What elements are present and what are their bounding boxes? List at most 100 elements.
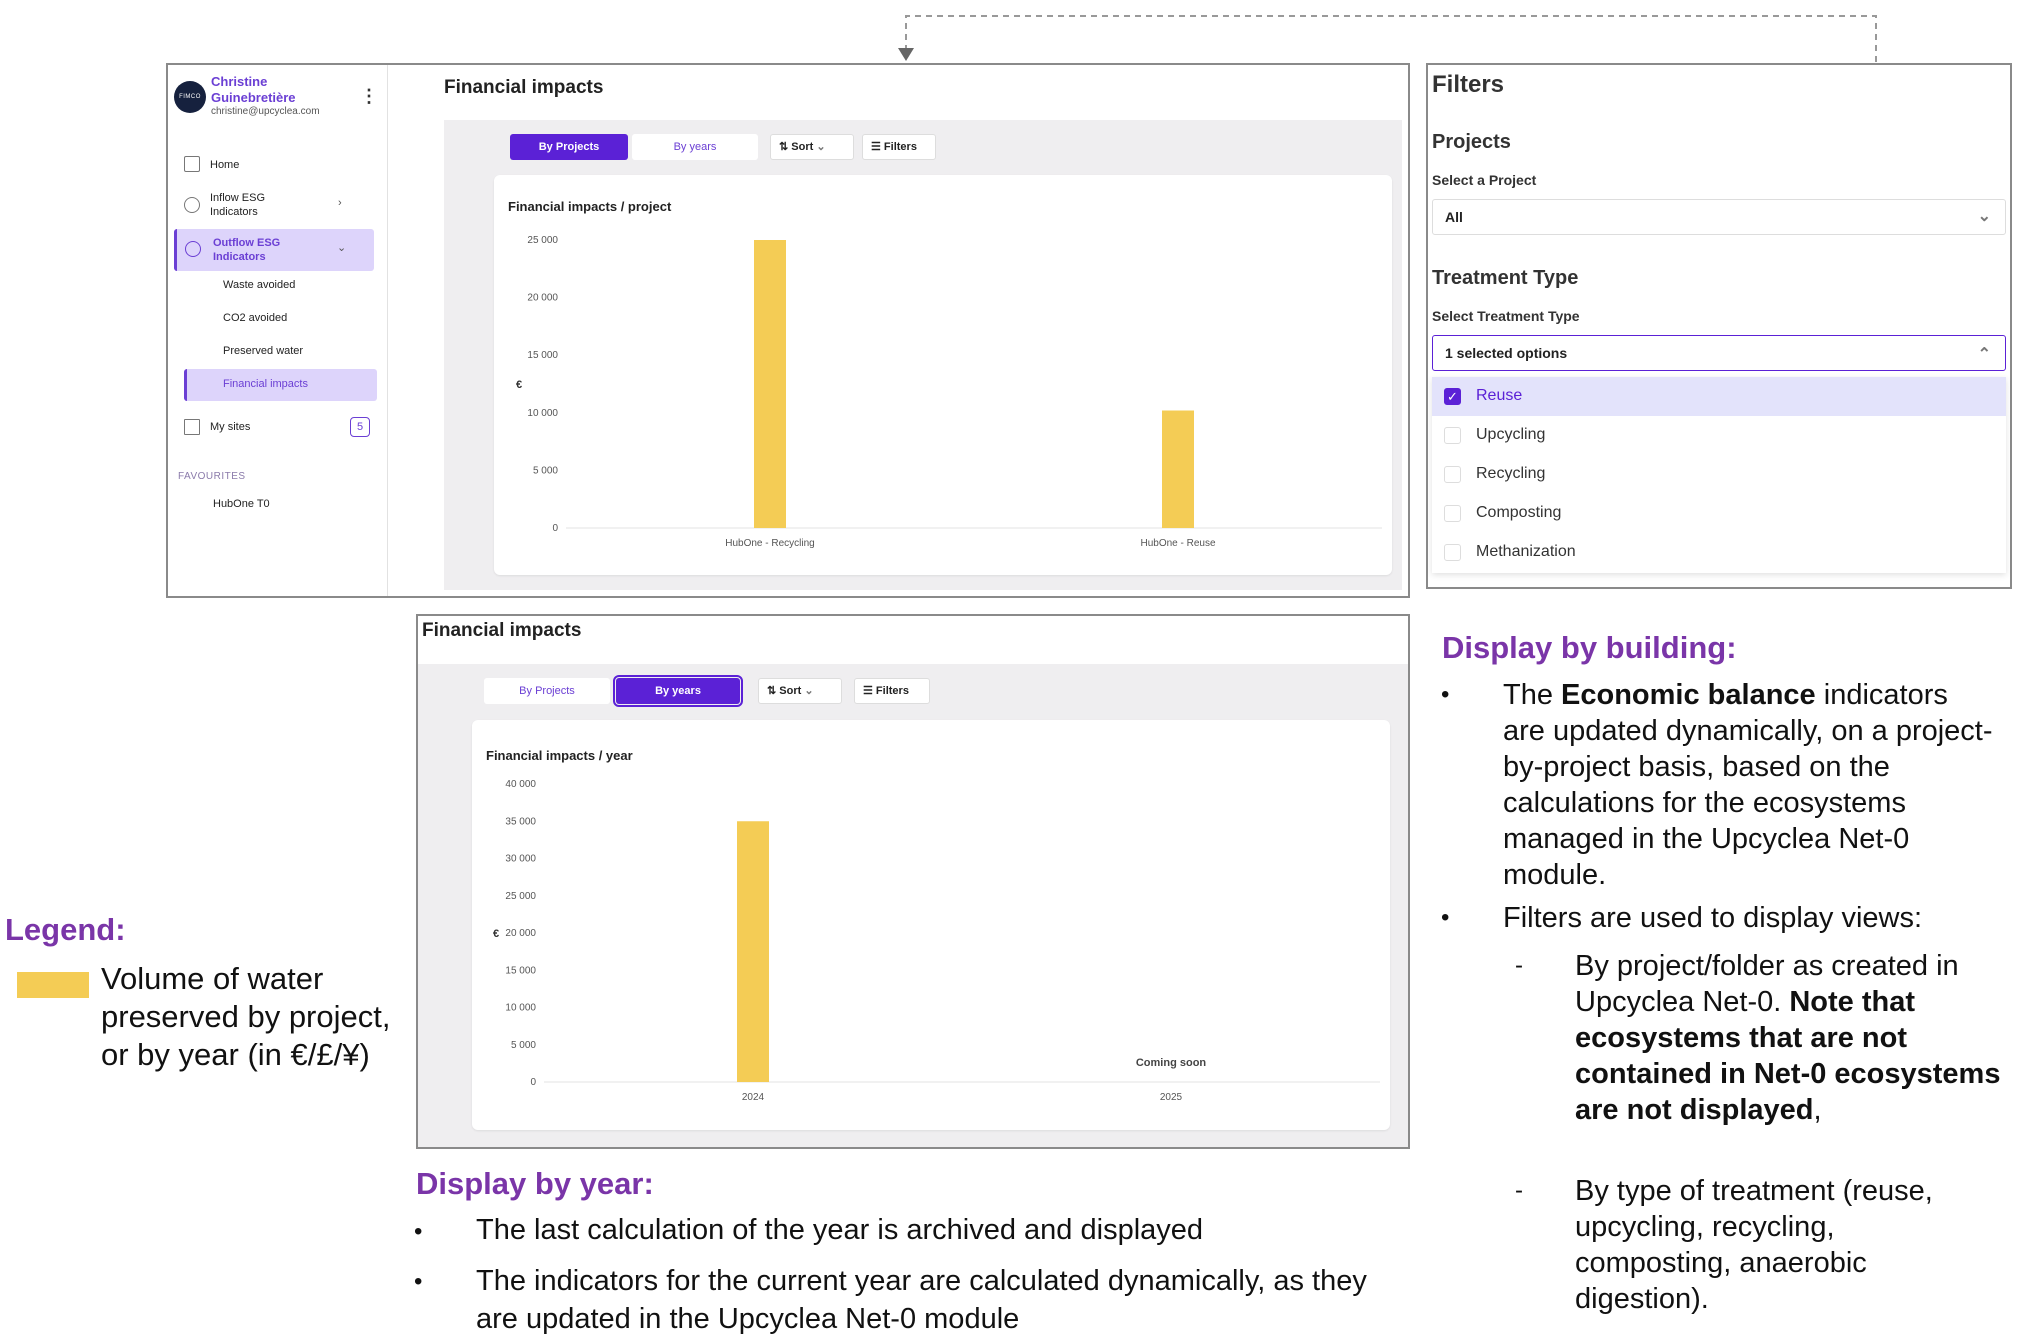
- y-tick-label: 0: [552, 523, 558, 534]
- tab-by-projects[interactable]: By Projects: [510, 134, 628, 160]
- tab-by-years[interactable]: By years: [613, 675, 743, 707]
- y-tick-label: 25 000: [527, 235, 558, 246]
- sort-button[interactable]: ⇅ Sort ⌄: [770, 134, 854, 160]
- y-tick-label: 20 000: [527, 293, 558, 304]
- sidebar-item-inflow[interactable]: Inflow ESG Indicators ›: [174, 185, 374, 225]
- y-tick-label: 20 000: [505, 928, 536, 939]
- projects-heading: Projects: [1432, 131, 1511, 153]
- sort-button[interactable]: ⇅ Sort ⌄: [758, 678, 842, 704]
- outflow-icon: [185, 241, 201, 257]
- tab-by-years[interactable]: By years: [632, 134, 758, 160]
- chevron-right-icon: ›: [338, 197, 342, 209]
- sidebar-item-my-sites[interactable]: My sites 5: [174, 413, 374, 441]
- user-name: Christine Guinebretière: [211, 74, 296, 105]
- bar-chart-years: 0 5 000 10 000 15 000 20 000 25 000 30 000 35 0…: [493, 779, 1380, 1103]
- coming-soon-label: Coming soon: [1136, 1057, 1207, 1069]
- option-upcycling[interactable]: Upcycling: [1432, 416, 2006, 455]
- y-tick-label: 15 000: [505, 965, 536, 976]
- option-methanization[interactable]: Methanization: [1432, 533, 2006, 572]
- chart-title: Financial impacts / project: [508, 199, 672, 214]
- x-tick-label: 2025: [1160, 1092, 1183, 1103]
- display-by-building-heading: Display by building:: [1442, 630, 1737, 665]
- project-select[interactable]: All ⌄: [1432, 199, 2006, 235]
- building-bullet-2: Filters are used to display views:: [1503, 902, 1923, 934]
- chevron-down-icon: ⌄: [1977, 208, 1991, 225]
- y-tick-label: 0: [530, 1077, 536, 1088]
- x-tick-label: HubOne - Recycling: [725, 538, 814, 549]
- building-sub-bullet-1: By project/folder as created in Upcyclea…: [1575, 950, 2001, 1126]
- treatment-select[interactable]: 1 selected options ⌃: [1432, 335, 2006, 371]
- user-email: christine@upcyclea.com: [211, 106, 320, 117]
- checkbox-icon[interactable]: [1444, 427, 1461, 444]
- bar: [754, 240, 786, 528]
- sort-icon: ⇅: [779, 141, 792, 153]
- chart-card: Financial impacts / project 0 5 000 10 000…: [494, 175, 1392, 575]
- sidebar-item-home[interactable]: Home: [174, 150, 374, 180]
- sub-item-co2-avoided[interactable]: CO2 avoided: [223, 312, 288, 324]
- checkbox-icon[interactable]: [1444, 466, 1461, 483]
- chart-title: Financial impacts / year: [486, 748, 633, 763]
- treatment-options-list: ✓ Reuse Upcycling Recycling Composting M…: [1432, 377, 2006, 573]
- filters-icon: ☰: [871, 141, 884, 153]
- legend-heading: Legend:: [5, 912, 126, 947]
- year-bullet-1: The last calculation of the year is arch…: [476, 1214, 1204, 1246]
- more-options-icon[interactable]: ⋮: [360, 86, 378, 106]
- display-by-year-heading: Display by year:: [416, 1166, 654, 1201]
- dash-icon: -: [1515, 1177, 1523, 1204]
- building-icon: [184, 419, 200, 435]
- filters-title: Filters: [1432, 71, 1505, 98]
- sort-icon: ⇅: [767, 685, 780, 697]
- bullet-icon: •: [414, 1218, 423, 1245]
- y-axis-label: €: [516, 379, 522, 391]
- y-axis-label: €: [493, 928, 499, 940]
- projects-screenshot: FIMCO Christine Guinebretière christine@…: [166, 63, 1410, 598]
- legend-text: Volume of water preserved by project, or…: [101, 961, 391, 1072]
- page-title: Financial impacts: [422, 620, 582, 641]
- sidebar-item-outflow[interactable]: Outflow ESG Indicators ⌄: [174, 229, 374, 271]
- y-tick-label: 15 000: [527, 350, 558, 361]
- option-reuse[interactable]: ✓ Reuse: [1432, 377, 2006, 416]
- y-tick-label: 35 000: [505, 816, 536, 827]
- x-tick-label: HubOne - Reuse: [1140, 538, 1215, 549]
- projects-label: Select a Project: [1432, 172, 1537, 188]
- legend-swatch: [17, 972, 89, 998]
- home-icon: [184, 156, 200, 172]
- favourite-item[interactable]: HubOne T0: [213, 498, 270, 510]
- favourites-label: FAVOURITES: [178, 471, 246, 482]
- tab-by-projects[interactable]: By Projects: [484, 678, 610, 704]
- checkbox-icon[interactable]: [1444, 505, 1461, 522]
- avatar: FIMCO: [174, 81, 206, 113]
- x-tick-label: 2024: [742, 1092, 765, 1103]
- dash-icon: -: [1515, 952, 1523, 979]
- sub-item-waste-avoided[interactable]: Waste avoided: [223, 279, 296, 291]
- sub-item-financial-impacts[interactable]: Financial impacts: [184, 369, 377, 401]
- bullet-icon: •: [1441, 904, 1450, 931]
- y-tick-label: 30 000: [505, 854, 536, 865]
- bullet-icon: •: [414, 1268, 423, 1295]
- page-title: Financial impacts: [444, 77, 604, 98]
- filters-button[interactable]: ☰ Filters: [854, 678, 930, 704]
- treatment-label: Select Treatment Type: [1432, 308, 1580, 324]
- y-tick-label: 25 000: [505, 891, 536, 902]
- chevron-down-icon: ⌄: [337, 242, 347, 254]
- building-sub-bullet-2: By type of treatment (reuse, upcycling, …: [1575, 1175, 1933, 1315]
- chevron-up-icon: ⌃: [1977, 346, 1991, 363]
- filters-panel: Filters Projects Select a Project All ⌄ …: [1426, 63, 2012, 589]
- years-screenshot: Financial impacts By Projects By years ⇅…: [416, 614, 1410, 1149]
- checkbox-icon[interactable]: [1444, 544, 1461, 561]
- y-tick-label: 10 000: [505, 1003, 536, 1014]
- option-composting[interactable]: Composting: [1432, 494, 2006, 533]
- content-area: By Projects By years ⇅ Sort ⌄ ☰ Filters …: [418, 664, 1408, 1147]
- inflow-icon: [184, 197, 200, 213]
- option-recycling[interactable]: Recycling: [1432, 455, 2006, 494]
- y-tick-label: 10 000: [527, 408, 558, 419]
- filters-button[interactable]: ☰ Filters: [862, 134, 936, 160]
- sub-item-preserved-water[interactable]: Preserved water: [223, 345, 304, 357]
- sidebar: FIMCO Christine Guinebretière christine@…: [168, 65, 388, 596]
- bar: [737, 821, 769, 1082]
- connector-arrow: [898, 15, 1877, 62]
- treatment-heading: Treatment Type: [1432, 267, 1579, 289]
- y-tick-label: 5 000: [511, 1040, 536, 1051]
- checkbox-checked-icon[interactable]: ✓: [1444, 388, 1461, 405]
- bar: [1162, 410, 1194, 528]
